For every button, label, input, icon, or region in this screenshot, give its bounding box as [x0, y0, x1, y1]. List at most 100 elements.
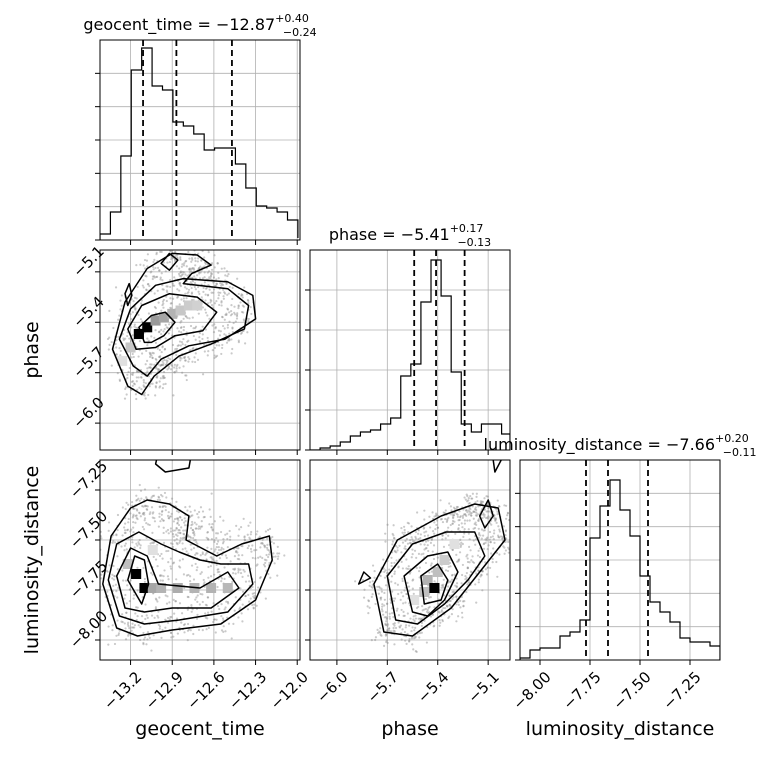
joint-geocent_time-phase-density-cell-6 [183, 300, 194, 311]
joint-phase-luminosity_distance-density-cell-3 [439, 555, 450, 565]
y-axis-label-luminosity_distance: luminosity_distance [21, 466, 43, 655]
joint-geocent_time-luminosity_distance-density-cell-9 [147, 545, 158, 555]
marginal-geocent_time-title: geocent_time = −12.87+0.40 −0.24 [83, 12, 316, 39]
joint-geocent_time-phase-contour-5 [124, 282, 133, 307]
joint-geocent_time-luminosity_distance-density-cell-1 [139, 583, 150, 593]
axis-labels: geocent_time phase luminosity_distancephas… [21, 321, 714, 740]
joint-geocent_time-luminosity_distance-density-cell-4 [172, 583, 183, 593]
joint-geocent_time-luminosity_distance-contour-3 [102, 499, 273, 637]
joint-geocent_time-phase-ytick-label-1: −5.7 [69, 343, 107, 381]
joint-geocent_time-phase-density-cell-2 [150, 315, 161, 326]
joint-geocent_time-luminosity_distance-density-cell-3 [156, 583, 167, 593]
marginal-luminosity_distance-xtick-label-2: −7.50 [610, 668, 655, 713]
joint-geocent_time-phase-ytick-label-0: −6.0 [69, 393, 107, 431]
joint-phase-luminosity_distance-panel: −6.0 −5.7 −5.4 −5.1 [305, 459, 511, 707]
joint-geocent_time-phase-contour-0 [138, 311, 176, 344]
joint-geocent_time-luminosity_distance-mode-cell [131, 569, 142, 579]
joint-geocent_time-phase-density-cell-5 [175, 305, 186, 316]
joint-geocent_time-phase-density-cell-4 [167, 308, 178, 319]
joint-phase-luminosity_distance-contour-6 [357, 571, 372, 585]
joint-geocent_time-luminosity_distance-density-cell-6 [206, 583, 217, 593]
marginal-phase-title-minus: −0.13 [457, 236, 491, 249]
joint-geocent_time-phase-contour-3 [111, 252, 250, 396]
joint-geocent_time-phase-contour-1 [127, 292, 218, 350]
joint-phase-luminosity_distance-density-cell-6 [409, 595, 420, 605]
joint-geocent_time-luminosity_distance-contour-4 [154, 460, 192, 473]
marginal-luminosity_distance-title-plus: +0.20 [715, 432, 749, 445]
joint-geocent_time-luminosity_distance-panel: −13.2−12.9−12.6−12.3−12.0 −8.00 −7.75 −7.50… [66, 457, 312, 713]
joint-phase-luminosity_distance-contour-4 [478, 499, 494, 529]
joint-geocent_time-phase-contour-4 [160, 252, 179, 271]
joint-geocent_time-phase-density-cell-9 [117, 355, 128, 366]
joint-geocent_time-luminosity_distance-ytick-label-3: −7.25 [66, 457, 111, 502]
joint-phase-luminosity_distance-frame [309, 459, 511, 661]
marginal-phase-panel: phase = −5.41+0.17 −0.13 [305, 222, 511, 455]
joint-geocent_time-luminosity_distance-ytick-label-1: −7.75 [66, 557, 111, 602]
marginal-luminosity_distance-panel: −8.00 −7.75 −7.50 −7.25 luminosity_distance … [484, 432, 757, 713]
joint-phase-luminosity_distance-contour-0 [420, 563, 449, 605]
marginal-geocent_time-panel: geocent_time = −12.87+0.40 −0.24 [83, 12, 317, 245]
joint-geocent_time-luminosity_distance-frame [99, 459, 301, 661]
joint-geocent_time-luminosity_distance-samples [100, 483, 286, 652]
marginal-phase-title-plus: +0.17 [450, 222, 484, 235]
marginal-phase-histogram [310, 259, 510, 450]
marginal-phase-title-main: phase = −5.41 [329, 225, 450, 244]
joint-geocent_time-luminosity_distance-xtick-label-4: −12.0 [267, 668, 312, 713]
marginal-luminosity_distance-frame [519, 459, 721, 661]
joint-geocent_time-phase-density-cell-8 [125, 342, 136, 353]
joint-geocent_time-phase-samples [106, 250, 255, 401]
marginal-luminosity_distance-xtick-label-1: −7.75 [560, 668, 605, 713]
joint-phase-luminosity_distance-contour-2 [386, 531, 486, 625]
marginal-luminosity_distance-xtick-label-3: −7.25 [660, 668, 705, 713]
joint-phase-luminosity_distance-contour-3 [373, 503, 506, 637]
joint-phase-luminosity_distance-contour-1 [403, 551, 459, 617]
y-axis-label-phase: phase [21, 321, 43, 378]
joint-phase-luminosity_distance-density-cell-4 [419, 587, 430, 597]
marginal-luminosity_distance-title-main: luminosity_distance = −7.66 [484, 435, 715, 455]
x-axis-label-geocent_time: geocent_time [135, 718, 264, 740]
marginal-geocent_time-title-plus: +0.40 [275, 12, 309, 25]
x-axis-label-phase: phase [381, 718, 438, 740]
joint-geocent_time-phase-density-cell-7 [192, 300, 203, 311]
marginal-luminosity_distance-title: luminosity_distance = −7.66+0.20 −0.11 [484, 432, 757, 459]
joint-geocent_time-luminosity_distance-contour-0 [127, 555, 150, 605]
marginal-luminosity_distance-xtick-label-0: −8.00 [510, 668, 555, 713]
marginal-phase-title: phase = −5.41+0.17 −0.13 [329, 222, 491, 249]
joint-phase-luminosity_distance-xtick-label-3: −5.1 [464, 668, 502, 706]
joint-phase-luminosity_distance-density-cell-2 [432, 567, 443, 577]
marginal-luminosity_distance-histogram [520, 479, 720, 660]
joint-geocent_time-luminosity_distance-density-cell-2 [147, 583, 158, 593]
joint-geocent_time-luminosity_distance-xtick-label-3: −12.3 [225, 668, 270, 713]
marginal-geocent_time-frame [99, 39, 301, 241]
joint-geocent_time-luminosity_distance-ytick-label-2: −7.50 [66, 507, 111, 552]
joint-geocent_time-luminosity_distance-xtick-label-1: −12.9 [142, 668, 187, 713]
joint-geocent_time-phase-mode-cell [133, 329, 144, 340]
joint-geocent_time-phase-frame [99, 249, 301, 451]
marginal-geocent_time-histogram [100, 47, 299, 240]
marginal-phase-frame [309, 249, 511, 451]
joint-geocent_time-luminosity_distance-density-cell-7 [222, 583, 233, 593]
joint-phase-luminosity_distance-mode-cell [429, 583, 440, 593]
joint-geocent_time-phase-density-cell-3 [158, 312, 169, 323]
marginal-luminosity_distance-title-minus: −0.11 [723, 446, 757, 459]
joint-phase-luminosity_distance-xtick-label-1: −5.7 [364, 668, 402, 706]
joint-phase-luminosity_distance-xtick-label-0: −6.0 [313, 668, 351, 706]
joint-geocent_time-phase-panel: −6.0 −5.7 −5.4 −5.1 [69, 242, 301, 455]
joint-geocent_time-phase-density-cell-1 [142, 322, 153, 333]
joint-phase-luminosity_distance-density-cell-1 [422, 575, 433, 585]
joint-phase-luminosity_distance-density-cell-5 [449, 539, 460, 549]
joint-geocent_time-luminosity_distance-xtick-label-0: −13.2 [100, 668, 145, 713]
joint-phase-luminosity_distance-contour-5 [492, 460, 503, 473]
joint-geocent_time-phase-contour-2 [118, 277, 257, 377]
marginal-geocent_time-title-minus: −0.24 [283, 26, 317, 39]
marginal-geocent_time-title-main: geocent_time = −12.87 [83, 15, 275, 35]
joint-geocent_time-luminosity_distance-contour-1 [115, 547, 240, 613]
joint-geocent_time-phase-ytick-label-3: −5.1 [69, 242, 107, 280]
joint-geocent_time-luminosity_distance-ytick-label-0: −8.00 [66, 607, 111, 652]
x-axis-label-luminosity_distance: luminosity_distance [526, 718, 715, 740]
joint-geocent_time-luminosity_distance-xtick-label-2: −12.6 [183, 668, 228, 713]
joint-geocent_time-phase-ytick-label-2: −5.4 [69, 293, 107, 331]
joint-geocent_time-luminosity_distance-density-cell-8 [122, 559, 133, 569]
joint-phase-luminosity_distance-xtick-label-2: −5.4 [414, 668, 452, 706]
